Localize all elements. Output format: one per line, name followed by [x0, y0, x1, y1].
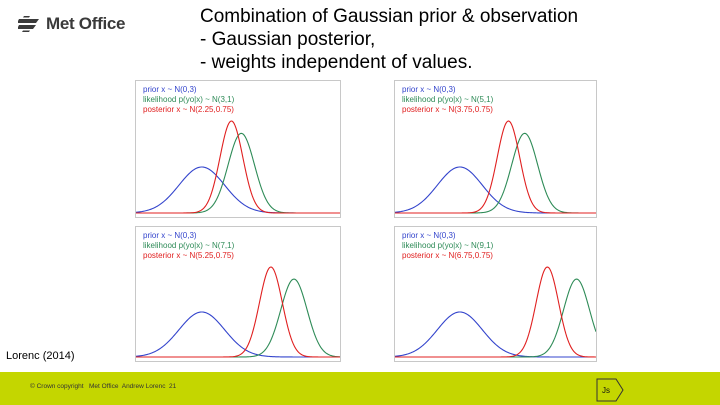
- chart-legend: prior x ~ N(0,3) likelihood p(yo|x) ~ N(…: [143, 85, 234, 115]
- met-office-logo: Met Office: [18, 14, 125, 34]
- title-line-3: - weights independent of values.: [200, 52, 473, 73]
- met-office-logo-text: Met Office: [46, 14, 126, 33]
- legend-likelihood: likelihood p(yo|x) ~ N(7,1): [143, 241, 235, 250]
- chart-svg-top-right: [395, 120, 596, 214]
- chart-svg-bottom-left: [136, 266, 340, 358]
- legend-likelihood: likelihood p(yo|x) ~ N(5,1): [402, 95, 494, 104]
- met-office-logo-icon: [18, 16, 39, 32]
- chart-legend: prior x ~ N(0,3) likelihood p(yo|x) ~ N(…: [402, 231, 493, 261]
- likelihood-curve: [395, 132, 596, 214]
- chart-panel-top-left: prior x ~ N(0,3) likelihood p(yo|x) ~ N(…: [135, 80, 341, 218]
- next-slide-arrow-icon[interactable]: [596, 378, 624, 402]
- next-slide-label[interactable]: Js: [602, 386, 610, 395]
- chart-legend: prior x ~ N(0,3) likelihood p(yo|x) ~ N(…: [143, 231, 234, 261]
- posterior-curve: [136, 266, 340, 358]
- prior-curve: [136, 166, 340, 214]
- posterior-curve: [395, 266, 596, 358]
- citation: Lorenc (2014): [6, 350, 75, 362]
- legend-likelihood: likelihood p(yo|x) ~ N(9,1): [402, 241, 494, 250]
- chart-panel-top-right: prior x ~ N(0,3) likelihood p(yo|x) ~ N(…: [394, 80, 597, 218]
- chart-panel-bottom-right: prior x ~ N(0,3) likelihood p(yo|x) ~ N(…: [394, 226, 597, 362]
- likelihood-curve: [136, 132, 340, 214]
- chart-svg-top-left: [136, 120, 340, 214]
- legend-posterior: posterior x ~ N(3.75,0.75): [402, 105, 493, 114]
- legend-prior: prior x ~ N(0,3): [143, 85, 197, 94]
- prior-curve: [136, 311, 340, 358]
- legend-prior: prior x ~ N(0,3): [402, 231, 456, 240]
- likelihood-curve: [395, 278, 596, 358]
- posterior-curve: [136, 120, 340, 214]
- posterior-curve: [395, 120, 596, 214]
- chart-panel-bottom-left: prior x ~ N(0,3) likelihood p(yo|x) ~ N(…: [135, 226, 341, 362]
- legend-posterior: posterior x ~ N(5.25,0.75): [143, 251, 234, 260]
- legend-posterior: posterior x ~ N(2.25,0.75): [143, 105, 234, 114]
- slide-title: Combination of Gaussian prior & observat…: [200, 5, 578, 74]
- legend-likelihood: likelihood p(yo|x) ~ N(3,1): [143, 95, 235, 104]
- title-line-2: - Gaussian posterior,: [200, 29, 376, 50]
- title-line-1: Combination of Gaussian prior & observat…: [200, 6, 579, 27]
- likelihood-curve: [136, 278, 340, 358]
- chart-legend: prior x ~ N(0,3) likelihood p(yo|x) ~ N(…: [402, 85, 493, 115]
- footer-copyright: © Crown copyright Met Office Andrew Lore…: [30, 383, 177, 390]
- legend-prior: prior x ~ N(0,3): [402, 85, 456, 94]
- legend-posterior: posterior x ~ N(6.75,0.75): [402, 251, 493, 260]
- legend-prior: prior x ~ N(0,3): [143, 231, 197, 240]
- prior-curve: [395, 311, 596, 358]
- chart-svg-bottom-right: [395, 266, 596, 358]
